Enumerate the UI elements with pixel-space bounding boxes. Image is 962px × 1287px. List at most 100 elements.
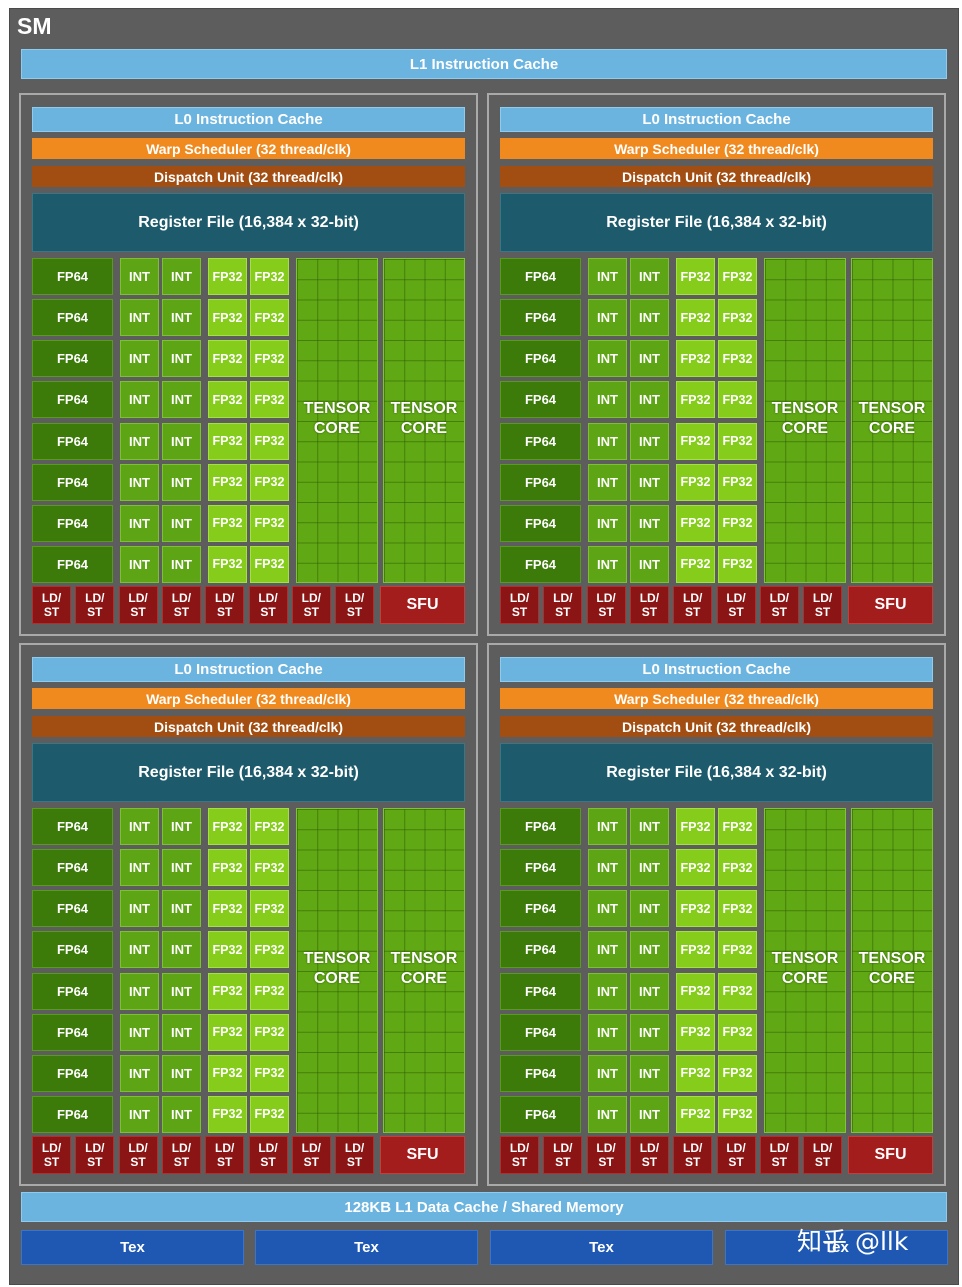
fp32-unit: FP32 xyxy=(718,381,757,419)
ldst-label-line1: LD/ xyxy=(301,591,321,605)
fp32-unit: FP32 xyxy=(250,504,289,542)
ldst-label-line1: LD/ xyxy=(553,1141,573,1155)
ldst-unit: LD/ST xyxy=(803,1136,843,1174)
fp32-pair: FP32 FP32 xyxy=(676,1013,757,1051)
tensor-label-line2: CORE xyxy=(868,420,916,437)
fp32-pair: FP32 FP32 xyxy=(676,463,757,501)
fp64-unit: FP64 xyxy=(32,504,113,542)
int-unit: INT xyxy=(162,422,201,460)
tex-unit: Tex xyxy=(255,1230,478,1265)
ldst-sfu-row: LD/ST LD/ST LD/ST LD/ST LD/ST LD/ST LD/ST LD/ST… xyxy=(500,1136,933,1174)
ldst-unit: LD/ST xyxy=(32,586,71,624)
fp32-pair: FP32 FP32 xyxy=(208,890,289,928)
int-unit: INT xyxy=(120,1095,159,1133)
int-pair: INT INT xyxy=(120,381,201,419)
fp32-pair: FP32 FP32 xyxy=(208,931,289,969)
ldst-unit: LD/ST xyxy=(75,586,115,624)
tensor-label-line1: TENSOR xyxy=(303,400,371,417)
tensor-label-line2: CORE xyxy=(781,420,829,437)
int-pair: INT INT xyxy=(588,545,669,583)
fp32-unit: FP32 xyxy=(208,422,247,460)
int-unit: INT xyxy=(162,890,201,928)
fp32-pair: FP32 FP32 xyxy=(208,808,289,845)
fp32-pair: FP32 FP32 xyxy=(676,972,757,1010)
ldst-label-line1: LD/ xyxy=(769,1141,789,1155)
fp32-unit: FP32 xyxy=(208,258,247,295)
int-unit: INT xyxy=(630,931,669,969)
tex-unit: Tex xyxy=(725,1230,948,1265)
fp64-unit: FP64 xyxy=(32,849,113,887)
int-unit: INT xyxy=(630,890,669,928)
fp32-pair: FP32 FP32 xyxy=(208,258,289,295)
register-file: Register File (16,384 x 32-bit) xyxy=(32,743,465,802)
fp32-unit: FP32 xyxy=(718,504,757,542)
tensor-label-line1: TENSOR xyxy=(390,950,458,967)
l1-data-cache-shared-memory: 128KB L1 Data Cache / Shared Memory xyxy=(21,1192,947,1222)
processing-block: L0 Instruction Cache Warp Scheduler (32 … xyxy=(19,643,478,1186)
int-unit: INT xyxy=(630,340,669,378)
fp32-unit: FP32 xyxy=(676,972,715,1010)
fp32-column: FP32 FP32 FP32 FP32 FP32 FP32 FP32 FP32 FP32 FP32… xyxy=(208,258,289,583)
fp32-column: FP32 FP32 FP32 FP32 FP32 FP32 FP32 FP32 FP32 FP32… xyxy=(676,258,757,583)
execution-units: FP64 FP64 FP64 FP64 FP64 FP64 FP64 FP64 INT INT I… xyxy=(500,808,933,1133)
fp32-pair: FP32 FP32 xyxy=(676,504,757,542)
fp64-unit: FP64 xyxy=(500,299,581,337)
fp32-pair: FP32 FP32 xyxy=(208,1013,289,1051)
fp32-unit: FP32 xyxy=(718,1013,757,1051)
ldst-label-line1: LD/ xyxy=(683,1141,703,1155)
fp64-unit: FP64 xyxy=(32,1095,113,1133)
int-pair: INT INT xyxy=(588,422,669,460)
int-pair: INT INT xyxy=(588,1095,669,1133)
int-unit: INT xyxy=(162,340,201,378)
ldst-label-line1: LD/ xyxy=(769,591,789,605)
ldst-label-line1: LD/ xyxy=(812,1141,833,1155)
ldst-label-line2: ST xyxy=(511,605,528,619)
int-unit: INT xyxy=(588,931,627,969)
tensor-label-line1: TENSOR xyxy=(771,950,839,967)
ldst-label-line1: LD/ xyxy=(128,591,148,605)
ldst-label-line2: ST xyxy=(217,1155,233,1169)
ldst-label-line2: ST xyxy=(555,605,571,619)
processing-block: L0 Instruction Cache Warp Scheduler (32 … xyxy=(487,643,946,1186)
ldst-label-line2: ST xyxy=(87,1155,103,1169)
int-unit: INT xyxy=(162,299,201,337)
warp-scheduler: Warp Scheduler (32 thread/clk) xyxy=(32,138,465,159)
ldst-unit: LD/ST xyxy=(335,586,375,624)
int-unit: INT xyxy=(162,463,201,501)
fp32-unit: FP32 xyxy=(208,931,247,969)
ldst-label-line1: LD/ xyxy=(509,591,530,605)
execution-units: FP64 FP64 FP64 FP64 FP64 FP64 FP64 FP64 INT INT I… xyxy=(32,808,465,1133)
sfu-unit: SFU xyxy=(380,1136,465,1174)
ldst-label-line2: ST xyxy=(771,1155,787,1169)
int-unit: INT xyxy=(588,1013,627,1051)
fp64-unit: FP64 xyxy=(32,299,113,337)
fp32-unit: FP32 xyxy=(718,258,757,295)
tensor-core-label: TENSOR CORE xyxy=(297,399,377,439)
fp64-unit: FP64 xyxy=(500,890,581,928)
fp32-unit: FP32 xyxy=(208,381,247,419)
processing-block: L0 Instruction Cache Warp Scheduler (32 … xyxy=(19,93,478,636)
dispatch-unit: Dispatch Unit (32 thread/clk) xyxy=(500,716,933,737)
fp32-pair: FP32 FP32 xyxy=(676,1095,757,1133)
fp32-pair: FP32 FP32 xyxy=(208,422,289,460)
int-unit: INT xyxy=(162,849,201,887)
fp32-unit: FP32 xyxy=(676,299,715,337)
int-pair: INT INT xyxy=(120,808,201,845)
fp32-pair: FP32 FP32 xyxy=(676,422,757,460)
int-pair: INT INT xyxy=(588,931,669,969)
int-unit: INT xyxy=(162,972,201,1010)
warp-scheduler: Warp Scheduler (32 thread/clk) xyxy=(32,688,465,709)
ldst-label-line2: ST xyxy=(346,605,363,619)
tensor-core: TENSOR CORE xyxy=(296,808,378,1133)
ldst-label-line1: LD/ xyxy=(596,1141,616,1155)
int-unit: INT xyxy=(630,1095,669,1133)
fp32-unit: FP32 xyxy=(718,931,757,969)
fp32-unit: FP32 xyxy=(718,463,757,501)
ldst-label-line2: ST xyxy=(260,605,276,619)
tensor-core-label: TENSOR CORE xyxy=(384,399,464,439)
tensor-label-line2: CORE xyxy=(868,970,916,987)
ldst-label-line1: LD/ xyxy=(85,1141,105,1155)
ldst-unit: LD/ST xyxy=(629,1136,669,1174)
int-unit: INT xyxy=(630,849,669,887)
ldst-label-line2: ST xyxy=(728,605,744,619)
